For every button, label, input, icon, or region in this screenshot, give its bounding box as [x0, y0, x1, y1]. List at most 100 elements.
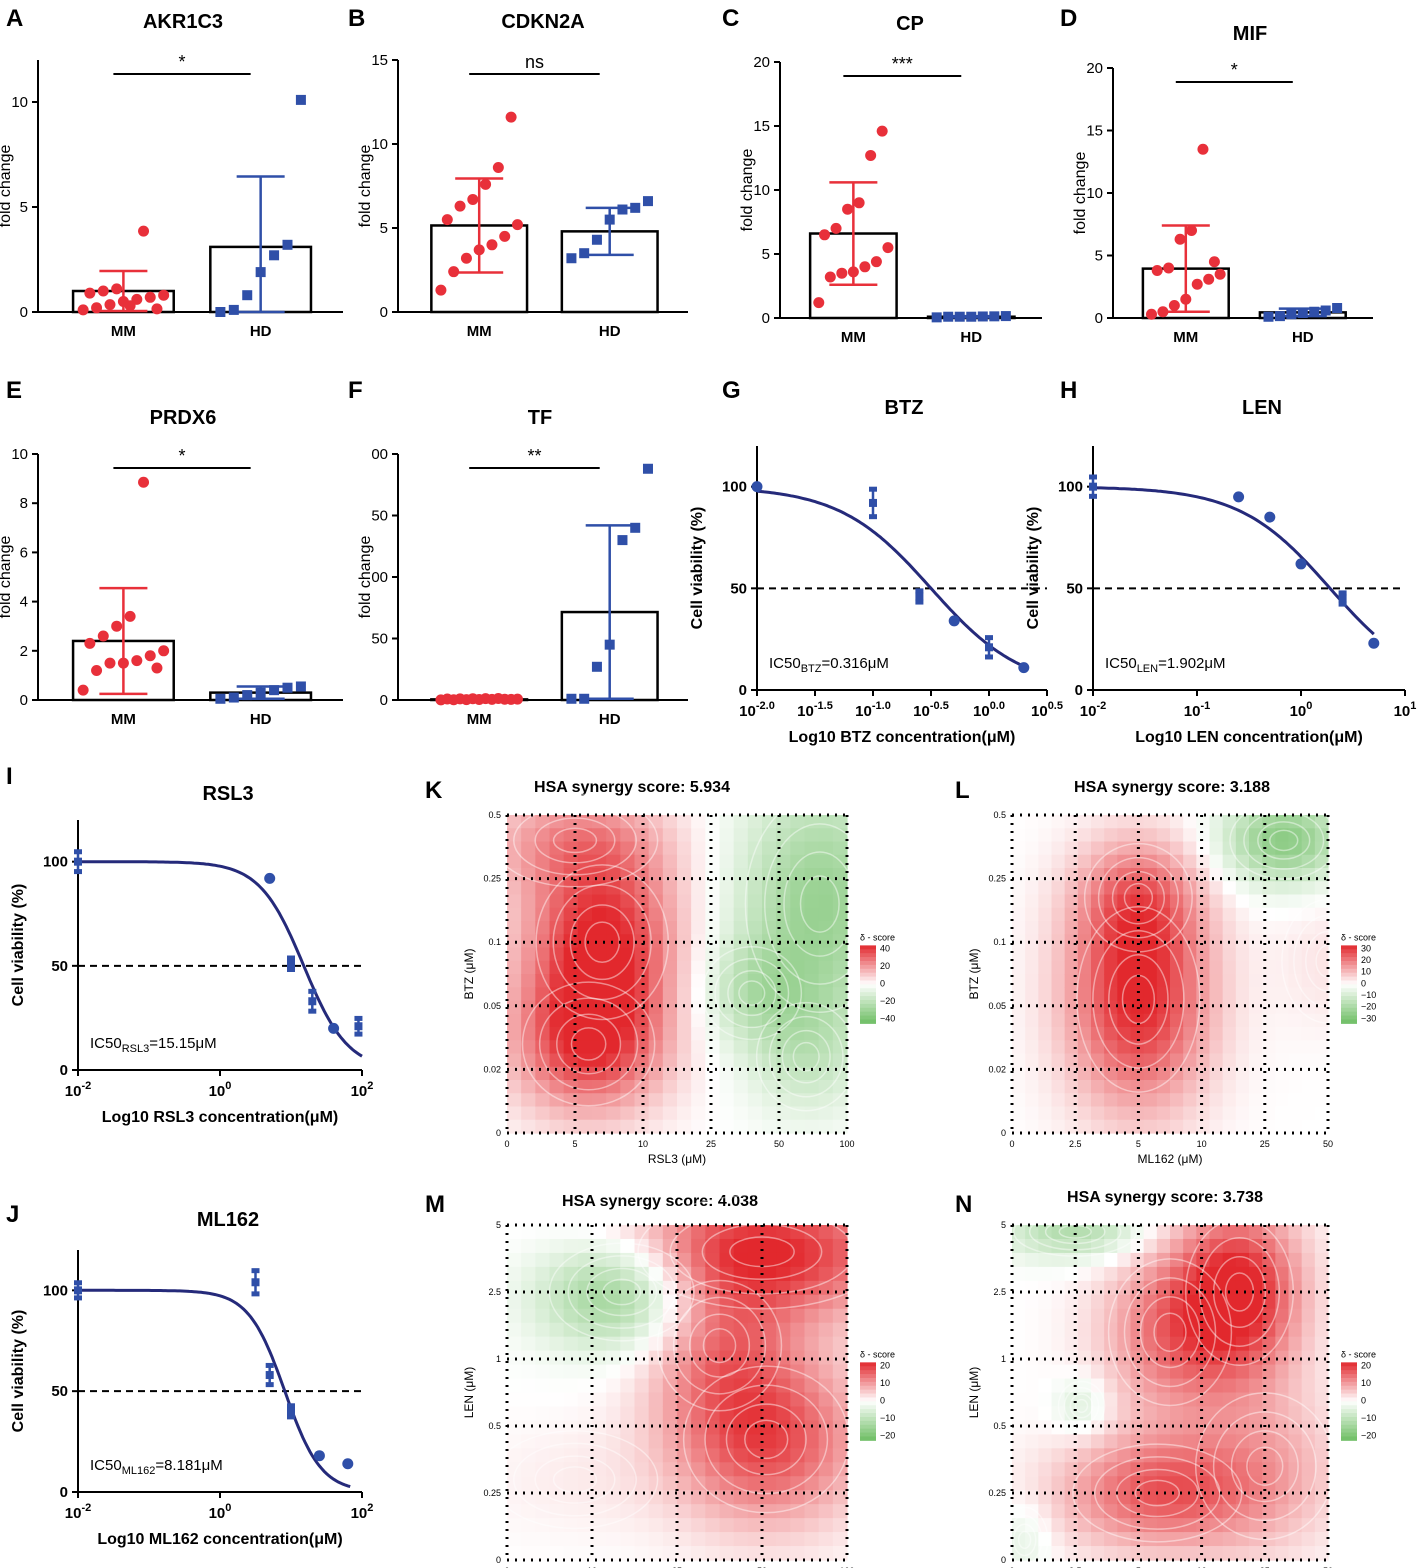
- heatmap-cell: [1143, 1280, 1158, 1296]
- heatmap-cell: [747, 1336, 763, 1352]
- legend-tick: 0: [1361, 1395, 1366, 1405]
- heatmap-cell: [1104, 1350, 1118, 1366]
- heatmap-cell: [620, 828, 636, 843]
- y-tick-label: 50: [371, 631, 388, 648]
- heatmap-cell: [804, 1308, 820, 1324]
- heatmap-cell: [1222, 1490, 1237, 1505]
- heatmap-cell: [762, 1119, 777, 1134]
- error-cap: [308, 988, 317, 994]
- heatmap-cell: [1091, 934, 1105, 949]
- ic50-subscript: BTZ: [801, 663, 822, 675]
- heatmap-cell: [733, 987, 749, 1002]
- heatmap-cell: [818, 841, 834, 856]
- data-point-mm: [1191, 278, 1203, 290]
- heatmap-cell: [1288, 947, 1303, 962]
- heatmap-cell: [747, 1080, 763, 1094]
- heatmap-cell: [776, 1308, 791, 1324]
- heatmap-cell: [1012, 1434, 1026, 1449]
- heatmap-cell: [648, 1040, 664, 1055]
- y-tick-label: 0.05: [988, 1001, 1006, 1011]
- x-tick-label: 10: [638, 1139, 648, 1149]
- data-point-mm: [97, 285, 109, 297]
- heatmap-cell: [521, 1080, 536, 1094]
- heatmap-cell: [1104, 841, 1118, 856]
- heatmap-cell: [1025, 841, 1039, 856]
- heatmap-cell: [1235, 894, 1250, 909]
- heatmap-cell: [1275, 1225, 1290, 1240]
- heatmap-cell: [606, 921, 621, 935]
- heatmap-cell: [563, 1266, 579, 1282]
- heatmap-cell: [1077, 1053, 1092, 1068]
- heatmap-cell: [1249, 1546, 1263, 1561]
- heatmap-cell: [1249, 974, 1263, 988]
- heatmap-cell: [1288, 1392, 1303, 1408]
- heatmap-cell: [818, 1238, 834, 1254]
- heatmap-cell: [1156, 1350, 1171, 1366]
- heatmap-cell: [577, 1013, 593, 1028]
- heatmap-cell: [705, 934, 721, 949]
- legend-swatch: [1341, 957, 1357, 962]
- heatmap-cell: [521, 921, 536, 935]
- heatmap-cell: [507, 1266, 522, 1282]
- heatmap-cell: [1209, 1093, 1224, 1108]
- heatmap-cell: [1104, 1093, 1118, 1108]
- heatmap-cell: [832, 1040, 848, 1055]
- heatmap-cell: [549, 1420, 565, 1435]
- data-point-mm: [151, 303, 163, 315]
- heatmap-cell: [648, 1532, 664, 1547]
- x-tick-label: 5: [572, 1139, 577, 1149]
- heatmap-cell: [1209, 974, 1224, 988]
- heatmap-cell: [1091, 1266, 1105, 1282]
- heatmap-cell: [832, 1364, 848, 1380]
- heatmap-cell: [606, 947, 621, 962]
- heatmap-cell: [1051, 1093, 1066, 1108]
- heatmap-cell: [719, 828, 735, 843]
- heatmap-cell: [804, 1066, 820, 1081]
- heatmap-cell: [648, 1252, 664, 1268]
- x-tick-base: 10: [209, 1083, 226, 1100]
- data-point-mm: [859, 261, 871, 273]
- heatmap-cell: [606, 1119, 621, 1134]
- heatmap-cell: [804, 1406, 820, 1422]
- heatmap-cell: [521, 828, 536, 843]
- heatmap-cell: [521, 1093, 536, 1108]
- heatmap-cell: [1301, 868, 1316, 882]
- heatmap-cell: [1156, 841, 1171, 856]
- legend-swatch: [860, 960, 876, 966]
- heatmap-cell: [606, 854, 621, 869]
- heatmap-cell: [577, 1322, 593, 1338]
- heatmap-cell: [705, 1364, 721, 1380]
- heatmap-cell: [1222, 1280, 1237, 1296]
- contour-line: [1139, 1296, 1201, 1369]
- heatmap-cell: [776, 987, 791, 1002]
- heatmap-cell: [1196, 815, 1211, 829]
- heatmap-cell: [747, 1392, 763, 1408]
- heatmap-cell: [592, 987, 607, 1002]
- heatmap-cell: [1235, 960, 1250, 975]
- heatmap-cell: [634, 1027, 650, 1041]
- heatmap-cell: [634, 1080, 650, 1094]
- heatmap-cell: [521, 854, 536, 869]
- data-point-hd: [943, 311, 954, 322]
- x-tick-label: 10-1: [1184, 700, 1210, 720]
- heatmap-cell: [549, 815, 565, 829]
- heatmap-cell: [804, 1518, 820, 1533]
- heatmap-cell: [1077, 1238, 1092, 1254]
- contour-line: [744, 795, 895, 1013]
- heatmap-cell: [1183, 947, 1197, 962]
- heatmap-cell: [790, 1392, 806, 1408]
- data-point-hd: [295, 681, 306, 692]
- heatmap-cell: [634, 907, 650, 922]
- heatmap-cell: [563, 841, 579, 856]
- heatmap-cell: [1183, 1532, 1197, 1547]
- heatmap-cell: [1064, 947, 1079, 962]
- chart-title: AKR1C3: [143, 11, 223, 33]
- x-tick-label: 10: [587, 1566, 597, 1568]
- heatmap-cell: [592, 1532, 607, 1547]
- heatmap-cell: [1038, 1336, 1053, 1352]
- heatmap-cell: [521, 1322, 536, 1338]
- heatmap-cell: [1222, 1476, 1237, 1491]
- heatmap-cell: [1314, 1364, 1329, 1380]
- heatmap-cell: [677, 1434, 692, 1449]
